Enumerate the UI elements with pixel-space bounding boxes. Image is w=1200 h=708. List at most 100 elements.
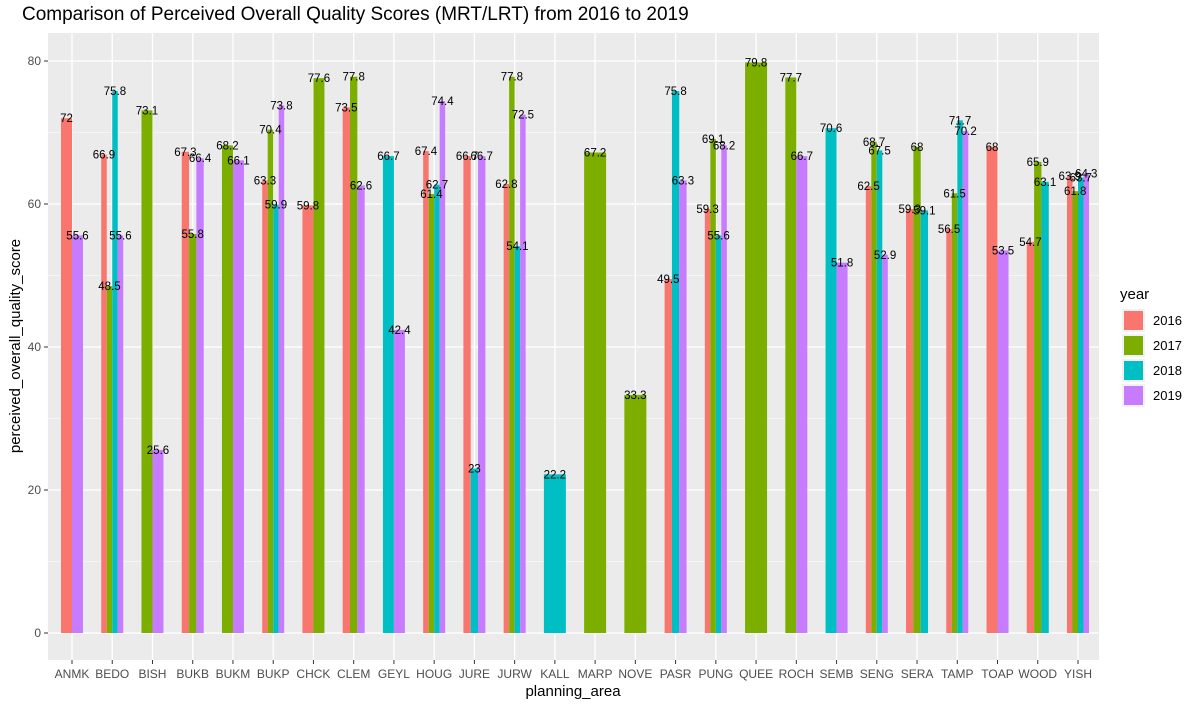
bar-value-label: 59.1: [913, 205, 935, 217]
bar-sera-2018: [920, 210, 929, 633]
bar-bedo-2019: [117, 235, 124, 633]
bar-value-label: 66.7: [791, 151, 813, 163]
bar-bukm-2019: [232, 160, 244, 633]
bar-chck-2017: [313, 78, 325, 633]
bar-houg-2017: [428, 193, 435, 634]
bar-value-label: 63.3: [254, 175, 276, 187]
bar-value-label: 59.9: [265, 200, 287, 212]
bar-value-label: 54.7: [1019, 237, 1041, 249]
bar-yish-2017: [1072, 191, 1078, 633]
bar-value-label: 51.8: [831, 258, 853, 270]
legend-label-2017: 2017: [1153, 338, 1182, 353]
bar-value-label: 68.2: [216, 140, 238, 152]
bar-value-label: 66.1: [227, 155, 249, 167]
bar-bukp-2016: [262, 180, 268, 633]
bar-value-label: 66.7: [456, 151, 478, 163]
x-axis-title: planning_area: [525, 683, 621, 700]
bar-wood-2016: [1026, 241, 1035, 633]
bar-value-label: 55.8: [182, 229, 204, 241]
bar-houg-2016: [423, 151, 429, 633]
bar-value-label: 63.7: [1070, 173, 1092, 185]
bar-value-label: 77.6: [308, 73, 330, 85]
bar-value-label: 68: [911, 142, 924, 154]
bar-wood-2018: [1041, 181, 1049, 633]
x-tick-label: TOAP: [981, 667, 1013, 681]
bar-pung-2016: [704, 209, 711, 633]
bar-jure-2019: [478, 156, 486, 633]
bar-chck-2016: [302, 205, 314, 633]
y-axis: 0 20 40 60 80: [28, 54, 48, 640]
bar-houg-2018: [434, 184, 440, 633]
bar-value-label: 69.1: [702, 134, 724, 146]
bar-value-label: 66.7: [471, 151, 493, 163]
legend-swatch-2018: [1124, 361, 1143, 380]
legend-swatch-2016: [1124, 311, 1143, 330]
bar-value-label: 75.8: [104, 86, 126, 98]
bar-nove-2017: [624, 394, 647, 633]
legend-items: 2016 2017 2018 2019: [1122, 309, 1182, 407]
bar-value-label: 73.8: [270, 100, 292, 112]
x-axis: ANMK BEDO BISH BUKB BUKM BUKP CHCK CLEM GEYL HOUG…: [55, 660, 1092, 681]
bar-bedo-2018: [112, 91, 118, 633]
bar-roch-2019: [796, 156, 808, 633]
y-tick-label: 40: [28, 340, 42, 354]
bar-value-label: 70.4: [259, 125, 282, 137]
bar-value-label: 59.3: [899, 204, 921, 216]
bar-value-label: 71.7: [949, 115, 971, 127]
x-tick-label: CLEM: [337, 667, 370, 681]
bar-jurw-2019: [520, 114, 526, 633]
bar-value-label: 54.1: [506, 241, 528, 253]
x-tick-label: CHCK: [296, 667, 330, 681]
y-tick-label: 80: [28, 54, 42, 68]
x-tick-label: PASR: [660, 667, 692, 681]
bar-seng-2019: [882, 254, 888, 633]
bar-value-label: 55.6: [707, 230, 729, 242]
bar-value-label: 72.5: [512, 110, 534, 122]
y-tick-label: 60: [28, 197, 42, 211]
bar-value-label: 22.2: [544, 469, 566, 481]
bar-bukp-2017: [267, 129, 274, 633]
legend: year 2016 2017 2018 2019: [1120, 286, 1182, 407]
bar-houg-2019: [439, 101, 446, 634]
legend-swatch-2017: [1124, 336, 1143, 355]
bar-toap-2016: [986, 146, 998, 634]
bar-value-label: 23: [468, 464, 481, 476]
bar-value-label: 52.9: [874, 250, 896, 262]
x-tick-label: ROCH: [779, 667, 814, 681]
legend-label-2019: 2019: [1153, 388, 1182, 403]
bar-clem-2017: [350, 76, 358, 634]
bar-sera-2017: [913, 146, 921, 634]
x-tick-label: YISH: [1064, 667, 1092, 681]
bar-value-label: 49.5: [657, 274, 679, 286]
bar-bukp-2018: [273, 204, 279, 633]
bar-wood-2017: [1034, 161, 1042, 633]
x-tick-label: WOOD: [1018, 667, 1057, 681]
x-tick-label: PUNG: [699, 667, 734, 681]
y-axis-title: perceived_overall_quality_score: [7, 239, 24, 453]
bar-geyl-2019: [393, 329, 405, 633]
bar-value-label: 65.9: [1027, 157, 1049, 169]
x-tick-label: SERA: [901, 667, 934, 681]
bar-bedo-2017: [106, 286, 113, 633]
bar-seng-2016: [865, 186, 872, 633]
x-tick-label: HOUG: [416, 667, 452, 681]
bar-value-label: 68: [986, 142, 999, 154]
bar-bukp-2019: [278, 105, 285, 633]
bar-bukm-2017: [221, 145, 233, 633]
bar-tamp-2017: [951, 193, 958, 633]
bar-value-label: 66.7: [377, 151, 399, 163]
x-tick-label: MARP: [578, 667, 613, 681]
bar-value-label: 73.5: [335, 102, 357, 114]
y-tick-label: 0: [34, 626, 41, 640]
bar-value-label: 75.8: [664, 86, 686, 98]
bar-value-label: 25.6: [147, 445, 169, 457]
bar-value-label: 63.3: [672, 175, 694, 187]
bar-value-label: 62.8: [495, 179, 517, 191]
bar-value-label: 68.7: [863, 137, 885, 149]
bar-value-label: 55.6: [66, 230, 88, 242]
bar-value-label: 63.1: [1034, 177, 1056, 189]
bars: [61, 62, 1089, 634]
bar-value-label: 68.2: [713, 140, 735, 152]
bar-value-label: 67.3: [174, 147, 196, 159]
